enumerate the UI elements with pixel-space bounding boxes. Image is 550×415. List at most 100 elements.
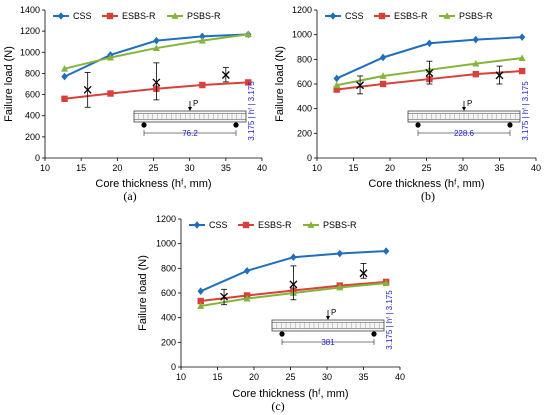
legend-label: CSS (73, 11, 92, 21)
data-point-css (290, 253, 297, 262)
data-point-css (243, 267, 251, 275)
x-tick-label: 10 (312, 163, 322, 173)
data-point-psbs-r (518, 54, 526, 61)
data-point-psbs-r (198, 36, 206, 44)
data-point-psbs-r (333, 81, 341, 89)
y-tick-label: 600 (297, 79, 312, 89)
experimental-point (289, 280, 298, 289)
load-arrow-head (462, 107, 466, 111)
data-point-esbs-r (107, 90, 114, 97)
y-tick-label: 0 (307, 153, 312, 163)
x-tick-label: 20 (385, 163, 395, 173)
x-tick-label: 10 (40, 163, 50, 173)
data-point-css (382, 247, 390, 255)
data-point-psbs-r (244, 30, 252, 38)
span-length-label: 381 (321, 338, 335, 347)
data-point-esbs-r (61, 95, 68, 102)
support-left (415, 122, 421, 128)
y-tick-label: 200 (297, 128, 312, 138)
data-point-css (153, 36, 160, 45)
x-tick-label: 30 (458, 163, 468, 173)
x-tick-label: 25 (148, 163, 158, 173)
experimental-point (495, 71, 504, 80)
legend-label: PSBS-R (459, 11, 493, 21)
y-tick-label: 0 (35, 153, 40, 163)
data-point-psbs-r (152, 44, 160, 51)
legend-marker-esbs-r (106, 12, 114, 20)
y-tick-label: 0 (171, 362, 176, 372)
legend-label: PSBS-R (187, 11, 221, 21)
data-point-psbs-r (382, 279, 390, 287)
support-left (141, 122, 147, 128)
x-tick-label: 15 (348, 163, 358, 173)
support-right (507, 122, 513, 128)
x-tick-label: 35 (221, 163, 231, 173)
y-tick-label: 1000 (156, 239, 176, 249)
y-tick-label: 400 (297, 104, 312, 114)
thickness-label: 3.175 | hᶠ | 3.175 (247, 81, 256, 141)
data-point-esbs-r (333, 86, 340, 93)
data-point-css (518, 33, 526, 41)
x-tick-label: 15 (76, 163, 86, 173)
load-label: P (331, 308, 336, 317)
experimental-point (220, 292, 229, 301)
y-tick-label: 1200 (156, 214, 176, 224)
y-axis-label: Failure load (N) (137, 255, 149, 331)
data-point-psbs-r (106, 53, 114, 61)
legend-marker-esbs-r (378, 12, 386, 20)
experimental-point (356, 81, 365, 90)
y-axis-label: Failure load (N) (3, 46, 15, 122)
chart-panel-1: 0 200 400 600 800 1000 1200 1400 10 15 20 25 30 35 40 C… (3, 5, 267, 203)
y-tick-label: 1200 (20, 26, 40, 36)
load-arrow-head (188, 107, 192, 111)
legend-label: CSS (209, 220, 228, 230)
x-tick-label: 30 (322, 372, 332, 382)
data-point-esbs-r (197, 297, 204, 305)
data-point-psbs-r (472, 59, 480, 67)
x-tick-label: 30 (185, 163, 195, 173)
experimental-point (425, 68, 434, 77)
x-tick-label: 20 (249, 372, 259, 382)
y-tick-label: 400 (161, 313, 176, 323)
thickness-label: 3.175 | hᶠ | 3.175 (521, 81, 530, 141)
x-tick-label: 20 (112, 163, 122, 173)
data-point-css (61, 72, 68, 81)
data-point-esbs-r (379, 80, 387, 88)
y-axis-label: Failure load (N) (274, 46, 286, 122)
legend-marker-psbs-r (443, 12, 451, 19)
experimental-point (221, 71, 230, 79)
support-right (233, 122, 239, 128)
data-point-psbs-r (336, 283, 344, 291)
experimental-point (359, 269, 368, 278)
thickness-label: 3.175 | hᶠ | 3.175 (385, 290, 394, 350)
legend-label: ESBS-R (258, 220, 292, 230)
x-tick-label: 35 (494, 163, 504, 173)
load-label: P (467, 99, 472, 108)
legend-marker-css (329, 12, 337, 20)
data-point-css (333, 74, 340, 83)
data-point-css (426, 39, 433, 48)
span-length-label: 76.2 (182, 129, 198, 138)
y-tick-label: 600 (25, 90, 40, 100)
span-length-label: 228.6 (454, 129, 475, 138)
x-tick-label: 25 (421, 163, 431, 173)
x-tick-label: 40 (395, 372, 405, 382)
x-axis-label: Core thickness (hᶠ, mm) (232, 388, 348, 400)
beam-schematic-inset: P 381 3.175 | hᶠ | 3.175 (271, 290, 394, 350)
legend-marker-psbs-r (171, 12, 179, 19)
y-tick-label: 600 (161, 288, 176, 298)
experimental-point (152, 78, 161, 87)
panel-label: (b) (421, 189, 435, 203)
y-tick-label: 800 (161, 263, 176, 273)
support-right (371, 331, 377, 337)
y-tick-label: 1200 (292, 5, 312, 15)
data-point-esbs-r (199, 81, 206, 89)
x-tick-label: 25 (285, 372, 295, 382)
legend-label: CSS (345, 11, 364, 21)
x-tick-label: 35 (358, 372, 368, 382)
data-point-css (197, 287, 204, 295)
y-tick-label: 200 (161, 337, 176, 347)
beam-schematic-inset: P 76.2 3.175 | hᶠ | 3.175 (133, 81, 256, 141)
data-point-psbs-r (379, 72, 387, 79)
